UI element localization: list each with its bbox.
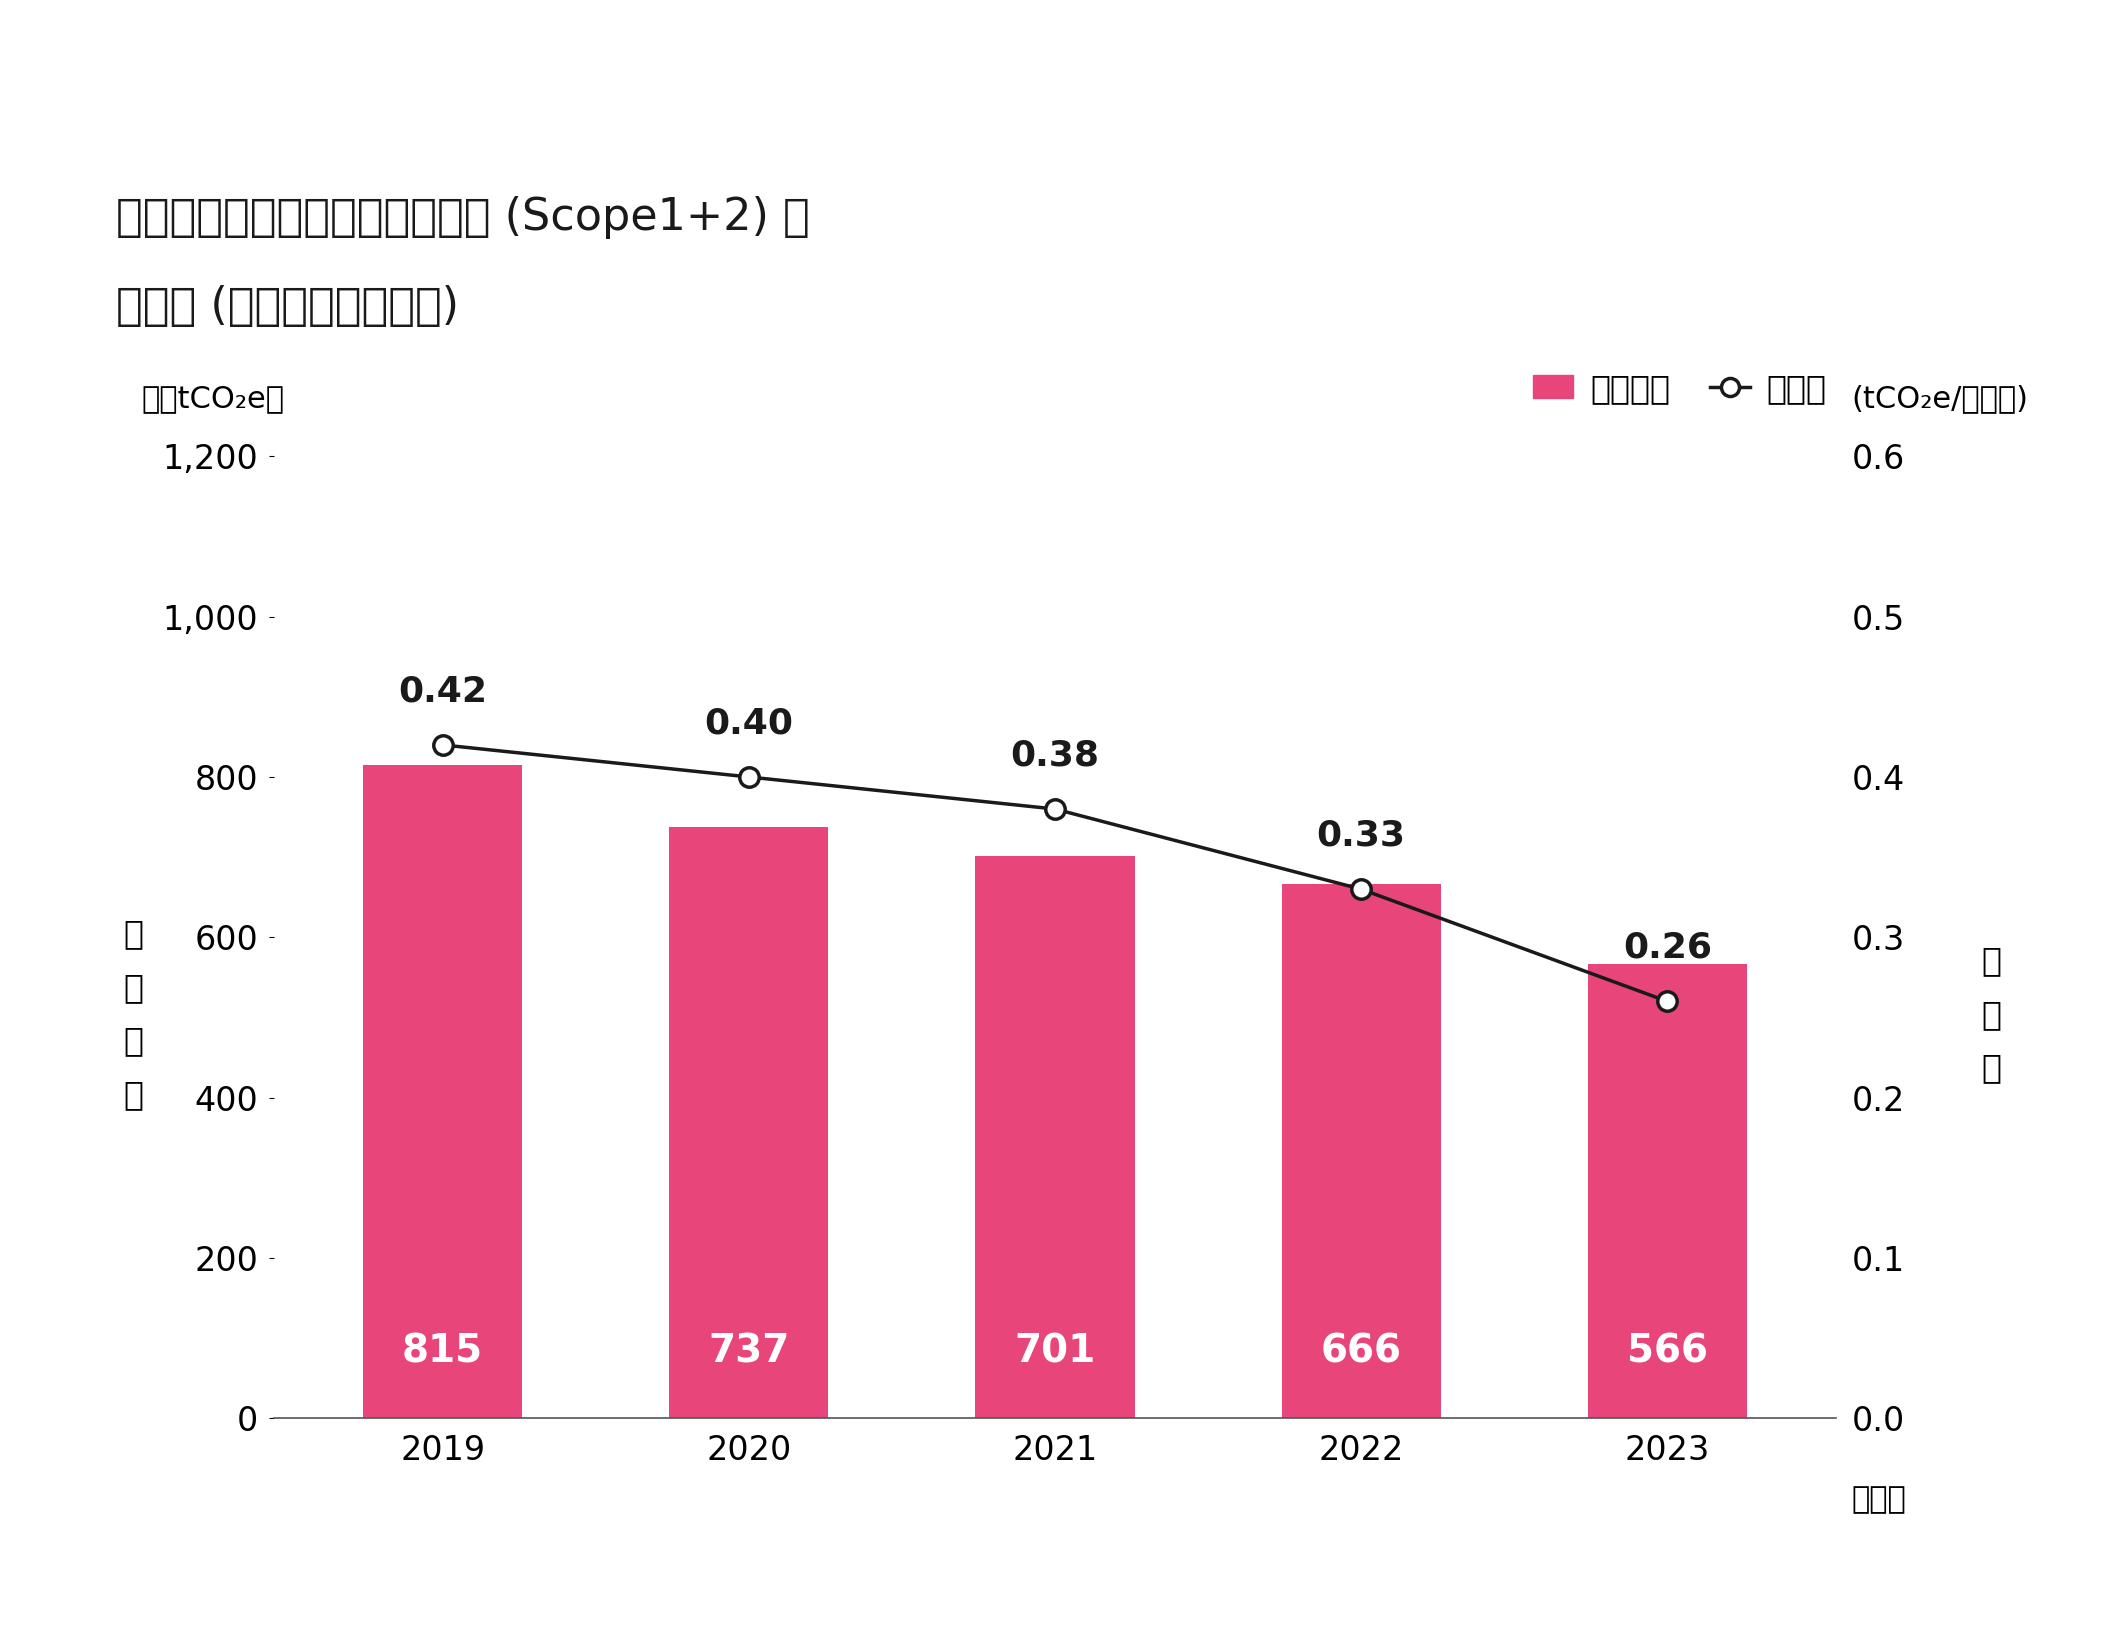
Text: 815: 815 (403, 1332, 483, 1369)
Text: キリングループ全体の直接排出 (Scope1+2) と: キリングループ全体の直接排出 (Scope1+2) と (116, 196, 810, 238)
Text: 0.26: 0.26 (1623, 931, 1711, 965)
Bar (1587, 965, 1747, 1418)
Text: 0.33: 0.33 (1317, 818, 1405, 852)
Text: 701: 701 (1015, 1332, 1095, 1369)
Text: （年）: （年） (1850, 1485, 1905, 1514)
Legend: 直接排出, 原単位: 直接排出, 原単位 (1519, 359, 1840, 419)
Text: 原
単
位: 原 単 位 (1981, 944, 2002, 1084)
Text: 原単位 (排出量／売上収益): 原単位 (排出量／売上収益) (116, 285, 460, 328)
Text: 0.40: 0.40 (705, 706, 793, 740)
Text: 666: 666 (1321, 1332, 1401, 1369)
Bar (669, 828, 829, 1418)
Bar (1281, 885, 1441, 1418)
Text: 直
接
排
出: 直 接 排 出 (124, 918, 143, 1112)
Text: 0.38: 0.38 (1011, 738, 1099, 773)
Text: (tCO₂e/百万円): (tCO₂e/百万円) (1850, 385, 2028, 412)
Text: 0.42: 0.42 (399, 675, 487, 707)
Bar (363, 764, 523, 1418)
Text: （千tCO₂e）: （千tCO₂e） (141, 385, 285, 412)
Bar (975, 856, 1135, 1418)
Text: 737: 737 (709, 1332, 789, 1369)
Text: 566: 566 (1627, 1332, 1707, 1369)
